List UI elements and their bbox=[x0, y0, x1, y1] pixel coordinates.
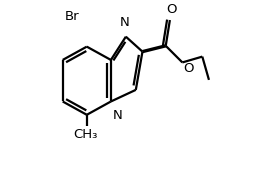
Text: Br: Br bbox=[65, 9, 79, 23]
Text: O: O bbox=[184, 62, 194, 75]
Text: N: N bbox=[113, 109, 122, 122]
Text: CH₃: CH₃ bbox=[73, 128, 97, 141]
Text: O: O bbox=[166, 3, 177, 16]
Text: N: N bbox=[120, 16, 129, 29]
